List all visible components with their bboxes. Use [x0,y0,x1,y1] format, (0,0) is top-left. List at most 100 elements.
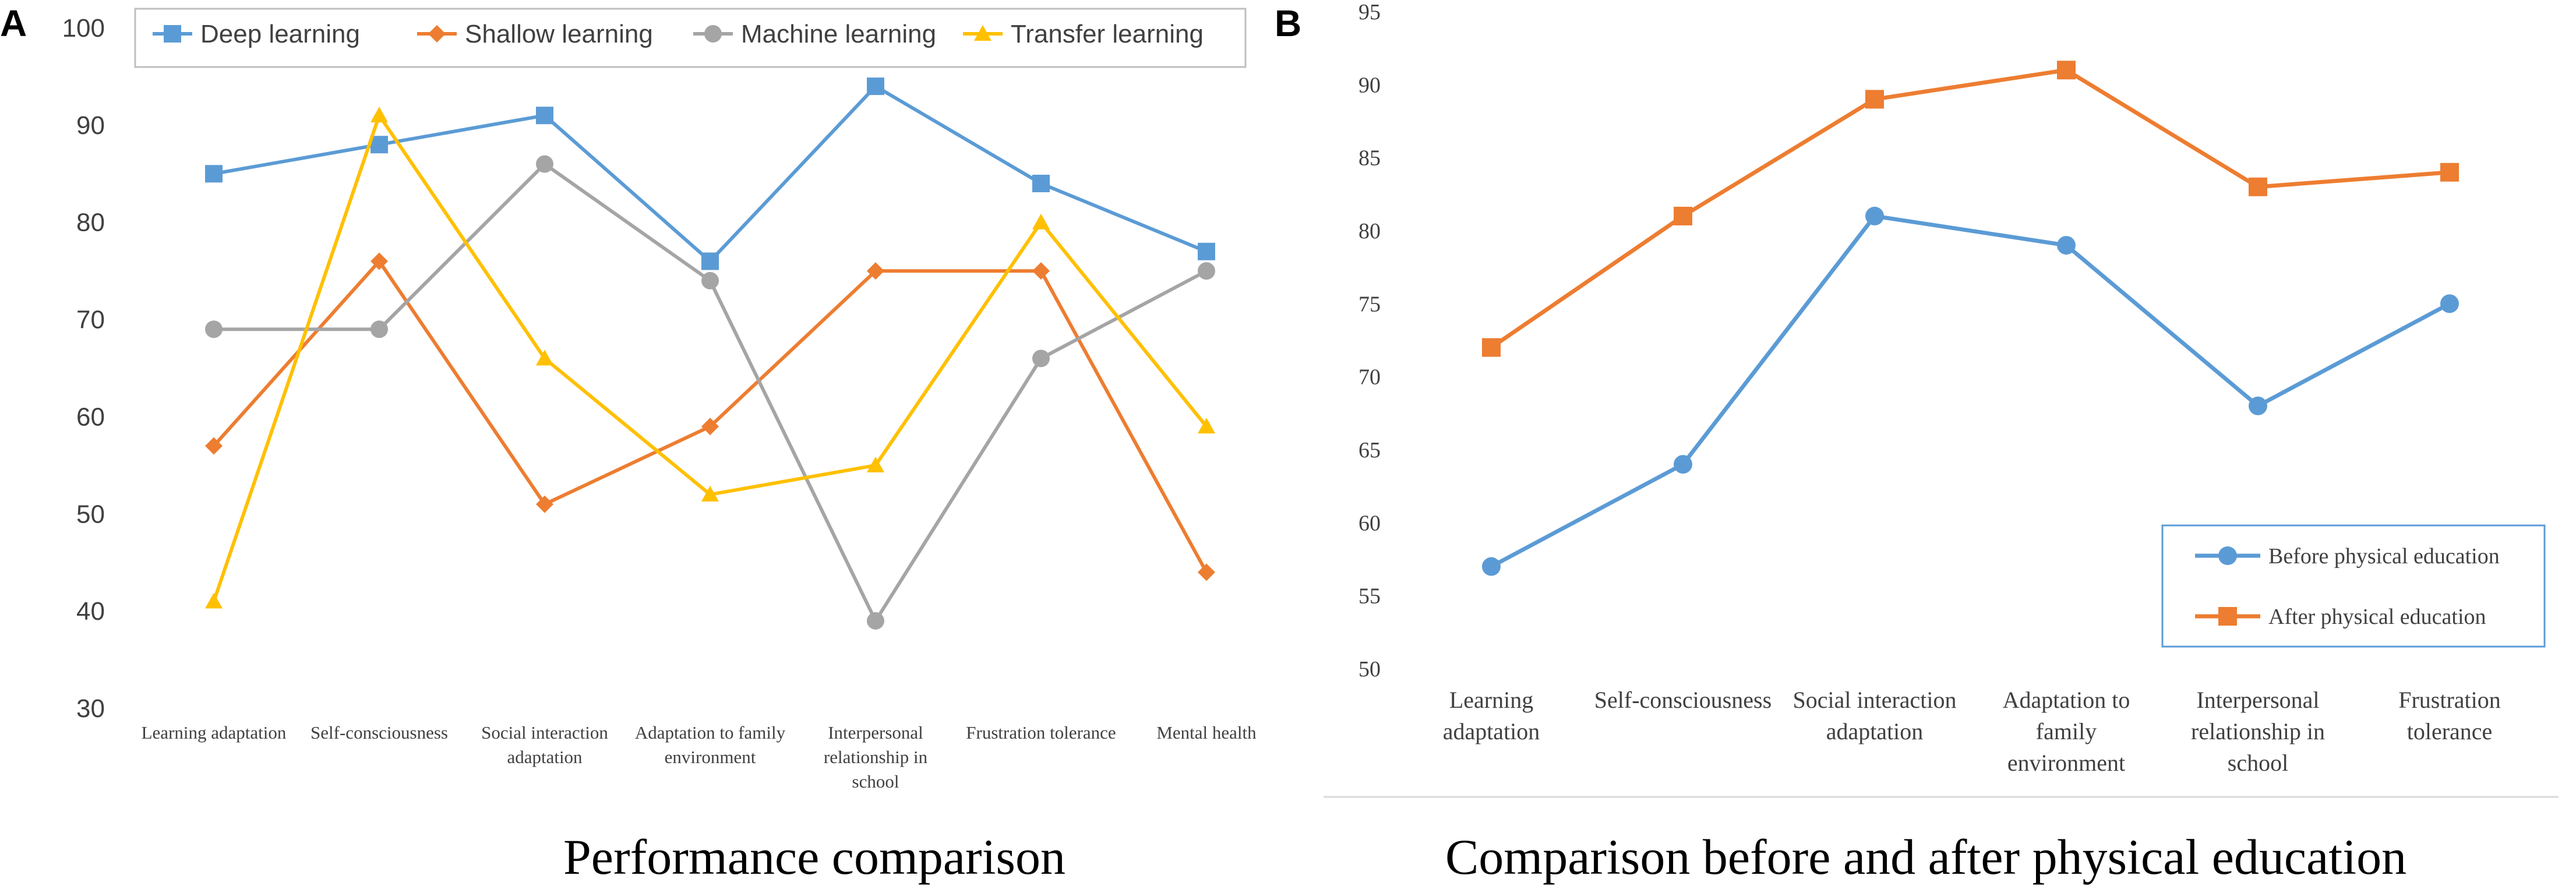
y-tick-label: 30 [76,694,105,723]
x-tick-label-line: school [852,771,899,792]
data-point-shallow-learning [867,262,884,280]
x-tick-label-line: adaptation [1826,718,1924,744]
data-point-shallow-learning [701,418,719,436]
x-tick-label-line: Social interaction [481,722,608,743]
data-point-deep-learning [1032,174,1050,192]
y-tick-label: 70 [1358,365,1381,390]
x-tick-label-interpersonal-relationship-in-school: Interpersonal relationship in school [824,722,928,792]
series-line-transfer-learning [212,114,1208,602]
x-tick-label-line: tolerance [2407,718,2493,744]
data-point-deep-learning [205,165,223,183]
x-tick-label-line: adaptation [507,747,583,767]
data-point-after-physical-education [2249,177,2267,196]
x-tick-label-line: school [2228,750,2288,776]
legend-frame [2161,524,2546,648]
data-point-machine-learning [370,320,388,338]
panel-b-x-axis: Learning adaptation Self-consciousness Soci… [1443,687,2501,776]
y-tick-label: 95 [1358,0,1381,24]
x-tick-label-line: Frustration tolerance [966,722,1116,743]
data-point-before-physical-education [2249,396,2267,415]
data-point-shallow-learning [205,437,223,455]
panel-a-letter: A [0,2,27,44]
y-tick-label: 55 [1358,584,1381,609]
data-point-machine-learning [701,271,719,290]
legend-label-after-physical-education: After physical education [2268,605,2486,629]
x-tick-label-frustration-tolerance: Frustration tolerance [966,722,1116,743]
panel-a-x-axis: Learning adaptation Self-consciousness Soc… [142,722,1257,792]
data-point-shallow-learning [1032,262,1050,280]
panel-b-caption: Comparison before and after physical edu… [1445,829,2406,885]
data-point-transfer-learning [205,592,223,609]
x-tick-label-self-consciousness: Self-consciousness [1594,687,1772,713]
y-tick-label: 60 [76,403,105,431]
panel-a-caption: Performance comparison [563,829,1065,885]
x-tick-label-line: Frustration [2398,687,2501,713]
x-tick-label-line: environment [665,747,756,767]
x-tick-label-line: Mental health [1156,722,1257,743]
data-point-machine-learning [1032,350,1050,368]
legend-label-deep-learning: Deep learning [200,20,360,48]
y-tick-label: 90 [1358,73,1381,97]
x-tick-label-line: environment [2007,750,2125,776]
panel-b-letter: B [1275,2,1301,44]
y-tick-label: 80 [76,209,105,237]
x-tick-label-adaptation-to-family-environment: Adaptation to family environment [2003,687,2130,776]
y-tick-label: 75 [1358,292,1381,316]
data-point-deep-learning [867,77,884,96]
panel-b-legend: Before physical education After physical … [2161,524,2546,648]
x-tick-label-line: Learning adaptation [142,722,287,743]
data-point-shallow-learning [1198,563,1215,581]
legend-label-before-physical-education: Before physical education [2268,544,2500,569]
data-point-shallow-learning [536,495,553,513]
data-point-machine-learning [1198,262,1215,280]
data-point-before-physical-education [1674,455,1692,474]
legend-label-transfer-learning: Transfer learning [1011,20,1204,48]
data-point-after-physical-education [1865,90,1884,109]
x-tick-label-line: Self-consciousness [1594,687,1772,713]
series-line-shallow-learning [212,259,1208,573]
series-line-machine-learning [214,162,1208,623]
data-point-after-physical-education [1674,206,1692,225]
x-tick-label-mental-health: Mental health [1156,722,1257,743]
y-tick-label: 85 [1358,146,1381,171]
y-tick-label: 70 [76,306,105,334]
x-tick-label-line: Adaptation to [2003,687,2130,713]
legend-marker-after-physical-education [2218,607,2237,626]
data-point-after-physical-education [2440,163,2459,182]
data-point-deep-learning [370,136,388,154]
data-point-machine-learning [867,612,884,630]
y-tick-label: 60 [1358,511,1381,535]
y-tick-label: 100 [62,14,105,43]
data-point-before-physical-education [2440,294,2459,313]
data-point-deep-learning [536,107,553,125]
y-tick-label: 50 [76,500,105,528]
legend-label-shallow-learning: Shallow learning [465,20,653,48]
x-tick-label-line: relationship in [2191,718,2325,744]
legend-marker-transfer-learning [974,25,991,41]
panel-b-plot [1482,61,2459,576]
x-tick-label-line: Interpersonal [828,722,923,743]
data-point-transfer-learning [1198,418,1215,434]
data-point-deep-learning [1198,242,1215,260]
data-point-transfer-learning [536,350,553,366]
x-tick-label-line: Self-consciousness [310,722,448,743]
data-point-transfer-learning [701,485,719,502]
x-tick-label-line: Adaptation to family [635,722,786,743]
x-tick-label-line: relationship in [824,747,928,767]
x-tick-label-learning-adaptation: Learning adaptation [1443,687,1540,744]
data-point-transfer-learning [1032,213,1050,230]
data-point-machine-learning [536,155,553,173]
x-tick-label-line: Social interaction [1792,687,1956,713]
y-tick-label: 50 [1358,657,1381,682]
x-tick-label-social-interaction-adaptation: Social interaction adaptation [1792,687,1956,744]
x-tick-label-line: family [2036,718,2097,744]
x-tick-label-line: adaptation [1443,718,1540,744]
legend-marker-before-physical-education [2218,546,2237,565]
data-point-deep-learning [701,252,719,270]
legend-marker-shallow-learning [428,25,446,43]
data-point-before-physical-education [1865,206,1884,225]
panel-a-legend: Deep learning Shallow learning Machine lea… [134,8,1247,68]
panel-b-y-axis: 50 55 60 65 70 75 80 85 90 95 [1358,0,1381,682]
data-point-before-physical-education [2057,236,2076,255]
panel-a-y-axis: 30 40 50 60 70 80 90 100 [62,14,105,723]
